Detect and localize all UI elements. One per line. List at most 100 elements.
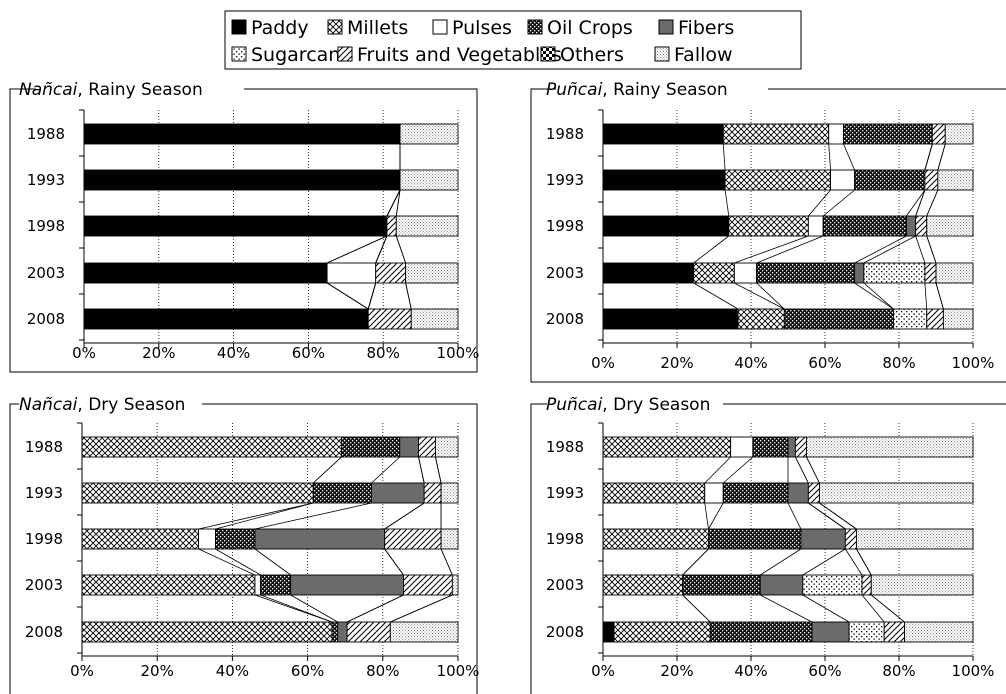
bar-segment-fallow-1988 — [806, 436, 974, 458]
bar-segment-oil-crops-1988 — [752, 436, 789, 458]
y-tick-label: 1998 — [25, 530, 63, 548]
series-connector — [440, 548, 453, 576]
series-connector — [906, 189, 926, 217]
bar-segment-fibers-1988 — [787, 436, 796, 458]
bar-segment-fallow-2008 — [410, 308, 459, 330]
panel-title: Puñcai, Rainy Season — [546, 80, 728, 100]
bar-segment-paddy-1988 — [83, 123, 401, 145]
legend-swatch — [658, 19, 674, 35]
x-tick-label: 40% — [734, 354, 767, 372]
bar-segment-fruits-and-vegetables-2003 — [403, 574, 453, 596]
series-connector — [843, 143, 855, 171]
series-connector — [760, 594, 813, 623]
bar-segment-fibers-1998 — [800, 528, 846, 550]
bar-segment-oil-crops-1998 — [822, 215, 907, 237]
legend-item-sugarcane: Sugarcane — [231, 44, 352, 66]
bar-segment-fruits-and-vegetables-1998 — [384, 528, 442, 550]
series-connector — [390, 594, 453, 623]
bar-segment-pulses-2003 — [254, 574, 262, 596]
x-tick-label: 40% — [217, 344, 250, 362]
panel-title: Nañcai, Dry Season — [19, 395, 185, 415]
bar-segment-fallow-1998 — [856, 528, 974, 550]
series-connector — [819, 502, 857, 530]
bar-segment-paddy-1993 — [602, 169, 726, 191]
legend-swatch — [540, 46, 556, 62]
bar-segment-millets-1998 — [728, 215, 809, 237]
legend-label: Fibers — [678, 17, 734, 39]
bar-segment-fallow-1988 — [944, 123, 974, 145]
series-connector — [215, 548, 261, 576]
bar-segment-pulses-1988 — [730, 436, 754, 458]
bar-segment-fallow-1993 — [937, 169, 974, 191]
series-connector — [822, 189, 855, 217]
series-connector — [915, 189, 926, 217]
bar-segment-oil-crops-2003 — [756, 262, 856, 284]
series-connector — [386, 189, 401, 217]
bar-segment-fruits-and-vegetables-2003 — [375, 262, 407, 284]
panel-frame — [9, 88, 478, 373]
legend-label: Pulses — [452, 17, 512, 39]
bar-segment-fallow-2003 — [870, 574, 974, 596]
bar-segment-fibers-1993 — [371, 482, 425, 504]
legend-label: Oil Crops — [547, 17, 633, 39]
bar-segment-paddy-1993 — [83, 169, 401, 191]
bar-segment-oil-crops-1993 — [312, 482, 372, 504]
y-tick-label: 2003 — [546, 264, 584, 282]
bar-segment-fibers-1993 — [787, 482, 809, 504]
x-tick-label: 0% — [70, 662, 94, 680]
x-tick-label: 100% — [437, 662, 480, 680]
panel-title-rest: , Rainy Season — [602, 80, 727, 100]
y-tick-label: 2008 — [25, 623, 63, 641]
x-tick-label: 60% — [808, 662, 841, 680]
y-tick-label: 1998 — [546, 217, 584, 235]
series-connector — [326, 282, 369, 310]
bar-segment-fallow-2003 — [935, 262, 974, 284]
legend-swatch — [337, 46, 353, 62]
y-tick-label: 2008 — [27, 310, 65, 328]
series-connector — [693, 235, 730, 264]
series-connector — [808, 189, 831, 217]
series-connector — [722, 456, 754, 484]
bar-segment-millets-2003 — [602, 574, 684, 596]
bar-segment-millets-1998 — [602, 528, 709, 550]
series-connector — [704, 502, 709, 530]
bar-segment-millets-2008 — [737, 308, 785, 330]
y-tick-label: 2003 — [27, 264, 65, 282]
panel-puncai-dry: Puñcai, Dry Season 1988 1993 1998 2003 2008 0… — [530, 395, 1006, 694]
bar-segment-oil-crops-2008 — [709, 621, 813, 643]
y-tick-label: 1988 — [27, 125, 65, 143]
x-tick-label: 100% — [952, 354, 995, 372]
series-connector — [924, 143, 933, 171]
bar-segment-fallow-1993 — [819, 482, 974, 504]
series-connector — [863, 282, 894, 310]
x-tick-label: 0% — [72, 344, 96, 362]
bar-segment-fruits-and-vegetables-1993 — [423, 482, 442, 504]
series-connector — [756, 282, 785, 310]
bar-segment-fallow-1998 — [926, 215, 974, 237]
legend-label: Sugarcane — [251, 44, 352, 66]
bar-segment-millets-1998 — [81, 528, 200, 550]
bar-segment-fruits-and-vegetables-2008 — [883, 621, 906, 643]
series-connector — [260, 594, 333, 623]
bar-segment-millets-1988 — [81, 436, 342, 458]
x-tick-label: 40% — [216, 662, 249, 680]
bar-segment-sugarcane-2008 — [893, 308, 928, 330]
series-connector — [384, 502, 425, 530]
bar-segment-paddy-2008 — [83, 308, 369, 330]
panel-title-italic: Puñcai — [546, 80, 603, 100]
series-connector — [198, 502, 314, 530]
plot-puncai-dry: 1988 1993 1998 2003 2008 0% 20% 40% 60% 80% 100% — [546, 422, 994, 680]
legend-label: Paddy — [251, 17, 309, 39]
series-connector — [708, 502, 724, 530]
legend-item-paddy: Paddy — [231, 17, 309, 39]
bar-segment-oil-crops-2003 — [260, 574, 292, 596]
series-connector — [724, 189, 730, 217]
x-tick-label: 80% — [366, 662, 399, 680]
legend-box — [224, 10, 802, 70]
bar-segment-fruits-and-vegetables-1998 — [386, 215, 397, 237]
legend-item-fallow: Fallow — [654, 44, 733, 66]
panel-title-rest: , Dry Season — [602, 395, 710, 415]
series-connector — [215, 502, 314, 530]
bar-segment-oil-crops-2003 — [682, 574, 761, 596]
